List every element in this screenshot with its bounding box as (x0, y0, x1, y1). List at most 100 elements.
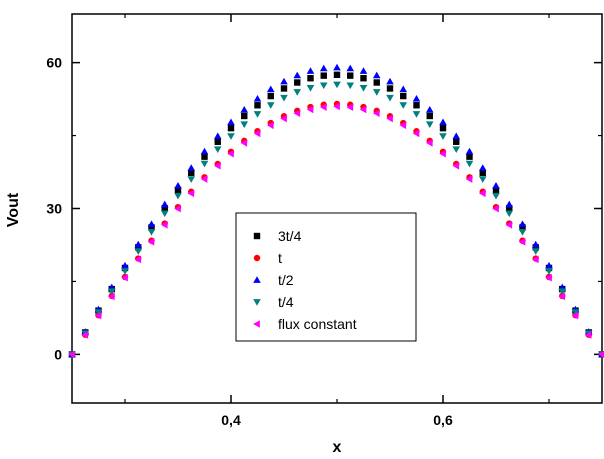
data-point (439, 133, 447, 140)
data-point (531, 240, 540, 248)
data-point (160, 221, 168, 229)
data-point (478, 189, 486, 198)
legend-marker (253, 320, 260, 328)
data-point (386, 114, 393, 123)
data-point (453, 138, 460, 145)
data-point (426, 112, 433, 120)
data-point (346, 82, 355, 90)
data-point (399, 121, 407, 130)
data-point (266, 102, 275, 109)
data-point (200, 147, 209, 155)
data-point (253, 111, 262, 118)
data-point (293, 71, 302, 79)
data-point (505, 200, 514, 208)
data-point (306, 84, 315, 92)
data-point (107, 292, 115, 301)
data-point (306, 67, 315, 74)
data-point (241, 112, 248, 120)
data-point (478, 176, 487, 183)
data-point (399, 102, 408, 109)
data-point (333, 81, 341, 89)
data-point (240, 139, 248, 147)
data-point (531, 248, 540, 255)
data-point (121, 261, 129, 269)
data-point (201, 153, 208, 160)
data-point (280, 85, 288, 92)
data-point (174, 186, 182, 194)
data-point (372, 109, 380, 118)
data-point (280, 94, 288, 102)
data-point (320, 72, 327, 79)
data-point (439, 118, 447, 126)
data-point (479, 169, 486, 176)
data-point (294, 79, 301, 86)
data-point (346, 64, 355, 72)
data-point (531, 255, 539, 264)
data-point (465, 160, 474, 168)
data-point (333, 63, 341, 71)
data-point (94, 309, 103, 316)
data-point (506, 205, 513, 212)
data-point (253, 129, 261, 138)
data-point (187, 176, 196, 183)
data-point (372, 71, 381, 79)
data-point (266, 85, 275, 93)
data-point (267, 92, 274, 100)
data-point (160, 200, 169, 208)
data-point (465, 147, 474, 155)
data-point (425, 139, 433, 147)
data-point (134, 248, 143, 255)
data-point (134, 240, 143, 248)
data-point (386, 85, 394, 92)
data-point (492, 192, 500, 200)
data-point (346, 103, 354, 111)
data-point (81, 331, 89, 339)
data-point (174, 181, 182, 189)
data-point (386, 77, 394, 85)
data-point (319, 64, 328, 72)
data-point (227, 149, 234, 158)
data-point (174, 204, 181, 213)
data-point (518, 237, 526, 246)
x-tick-label: 0,6 (433, 412, 453, 428)
data-point (280, 114, 287, 123)
data-point (545, 273, 552, 282)
legend-marker (253, 299, 261, 306)
data-point (213, 146, 222, 153)
data-point (584, 331, 592, 339)
data-point (68, 350, 75, 359)
data-point (347, 72, 354, 79)
legend-label: t/4 (278, 294, 294, 310)
data-point (147, 237, 155, 246)
data-point (519, 224, 526, 231)
series-2 (68, 63, 604, 358)
x-tick-label: 0,4 (221, 412, 241, 428)
data-point (571, 309, 580, 316)
y-tick-label: 60 (46, 55, 62, 71)
series-3 (68, 81, 604, 359)
data-point (452, 146, 461, 153)
data-point (214, 138, 221, 145)
data-point (187, 189, 195, 198)
data-point (359, 67, 368, 74)
data-point (107, 288, 116, 296)
data-point (545, 261, 553, 269)
data-point (373, 79, 380, 86)
data-point (425, 121, 434, 129)
data-point (319, 103, 327, 111)
data-point (558, 292, 566, 301)
data-point (412, 129, 420, 138)
data-point (280, 77, 288, 85)
legend-marker (253, 254, 261, 262)
data-point (439, 149, 446, 158)
data-point (121, 273, 128, 282)
data-point (240, 121, 249, 129)
y-axis-label: Vout (5, 192, 22, 227)
data-point (492, 181, 500, 189)
data-point (413, 102, 420, 109)
data-point (227, 133, 235, 140)
data-point (253, 94, 262, 102)
data-point (188, 169, 195, 176)
data-point (240, 105, 249, 113)
data-point (200, 175, 208, 183)
